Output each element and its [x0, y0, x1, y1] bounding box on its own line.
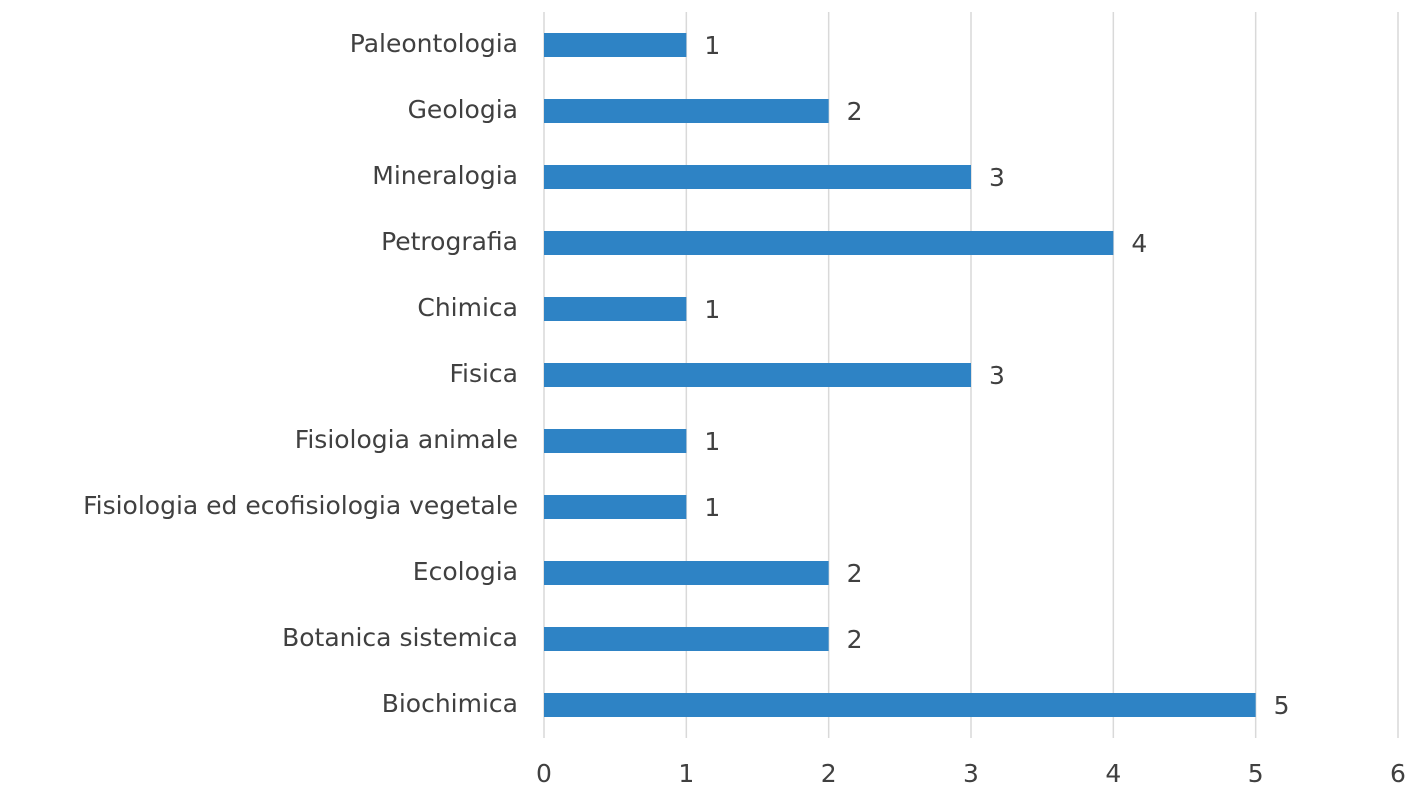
data-label: 4	[1131, 229, 1147, 258]
x-tick-label: 4	[1105, 759, 1121, 788]
x-tick-label: 6	[1390, 759, 1405, 788]
y-tick-label: Fisiologia ed ecofisiologia vegetale	[83, 491, 518, 520]
x-tick-label: 3	[963, 759, 979, 788]
bar	[544, 495, 687, 519]
data-label: 1	[704, 493, 720, 522]
data-label: 1	[704, 31, 720, 60]
y-tick-label: Fisica	[449, 359, 518, 388]
x-tick-label: 0	[536, 759, 552, 788]
bar	[544, 693, 1256, 717]
bar	[544, 99, 829, 123]
x-tick-label: 1	[678, 759, 694, 788]
y-tick-label: Fisiologia animale	[295, 425, 518, 454]
bar	[544, 363, 971, 387]
bar	[544, 429, 687, 453]
x-tick-label: 5	[1248, 759, 1264, 788]
bar	[544, 231, 1114, 255]
data-label: 1	[704, 295, 720, 324]
data-label: 3	[989, 361, 1005, 390]
bar	[544, 297, 687, 321]
y-tick-label: Mineralogia	[372, 161, 518, 190]
data-label: 3	[989, 163, 1005, 192]
bar	[544, 627, 829, 651]
y-tick-label: Botanica sistemica	[282, 623, 518, 652]
data-label: 5	[1274, 691, 1290, 720]
data-label: 1	[704, 427, 720, 456]
y-tick-label: Geologia	[408, 95, 518, 124]
data-label: 2	[847, 559, 863, 588]
bar	[544, 561, 829, 585]
data-label: 2	[847, 625, 863, 654]
y-tick-label: Ecologia	[413, 557, 518, 586]
bar	[544, 165, 971, 189]
data-label: 2	[847, 97, 863, 126]
bar	[544, 33, 687, 57]
y-tick-label: Chimica	[417, 293, 518, 322]
y-tick-label: Paleontologia	[350, 29, 518, 58]
y-tick-label: Petrografia	[381, 227, 518, 256]
y-tick-label: Biochimica	[382, 689, 518, 718]
x-tick-label: 2	[821, 759, 837, 788]
